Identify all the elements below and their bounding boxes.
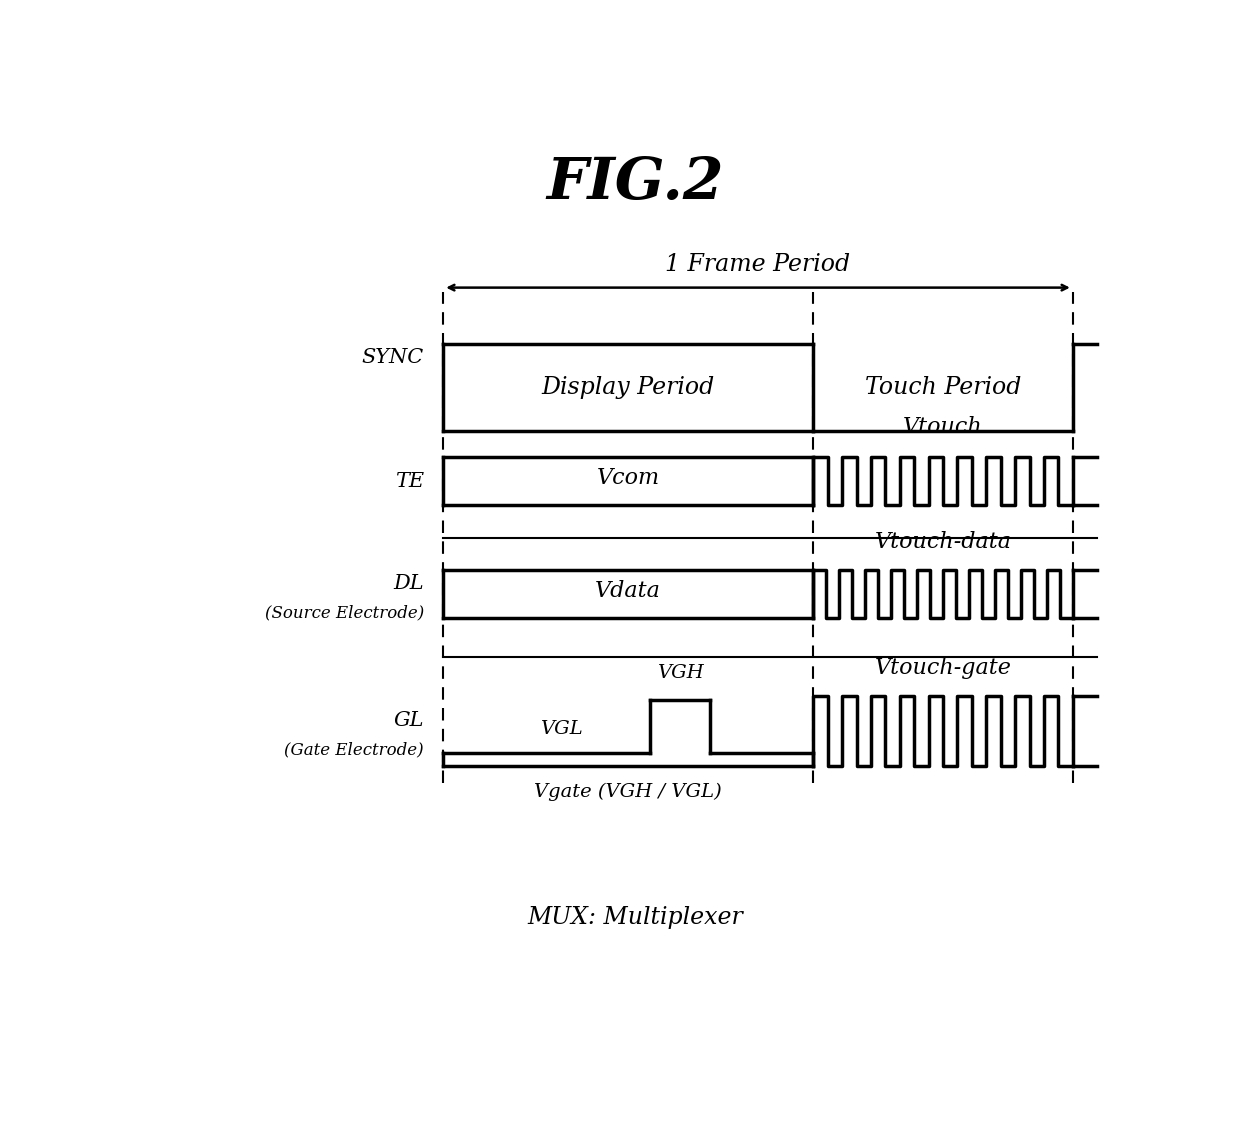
Text: Vgate (VGH / VGL): Vgate (VGH / VGL) — [534, 784, 722, 802]
Text: 1 Frame Period: 1 Frame Period — [666, 253, 851, 277]
Text: Vdata: Vdata — [595, 579, 661, 602]
Text: Vcom: Vcom — [596, 466, 660, 489]
Text: Vtouch: Vtouch — [903, 415, 983, 438]
Text: SYNC: SYNC — [362, 349, 424, 367]
Text: VGL: VGL — [541, 719, 583, 737]
Text: Touch Period: Touch Period — [864, 376, 1022, 399]
Text: Vtouch-data: Vtouch-data — [874, 531, 1012, 553]
Text: (Gate Electrode): (Gate Electrode) — [284, 742, 424, 759]
Text: TE: TE — [396, 472, 424, 490]
Text: Vtouch-gate: Vtouch-gate — [874, 657, 1012, 679]
Text: FIG.2: FIG.2 — [547, 155, 724, 211]
Text: VGH: VGH — [657, 664, 703, 682]
Text: GL: GL — [393, 711, 424, 730]
Text: DL: DL — [393, 575, 424, 593]
Text: Display Period: Display Period — [542, 376, 715, 399]
Text: (Source Electrode): (Source Electrode) — [265, 605, 424, 622]
Text: MUX: Multiplexer: MUX: Multiplexer — [528, 907, 743, 929]
